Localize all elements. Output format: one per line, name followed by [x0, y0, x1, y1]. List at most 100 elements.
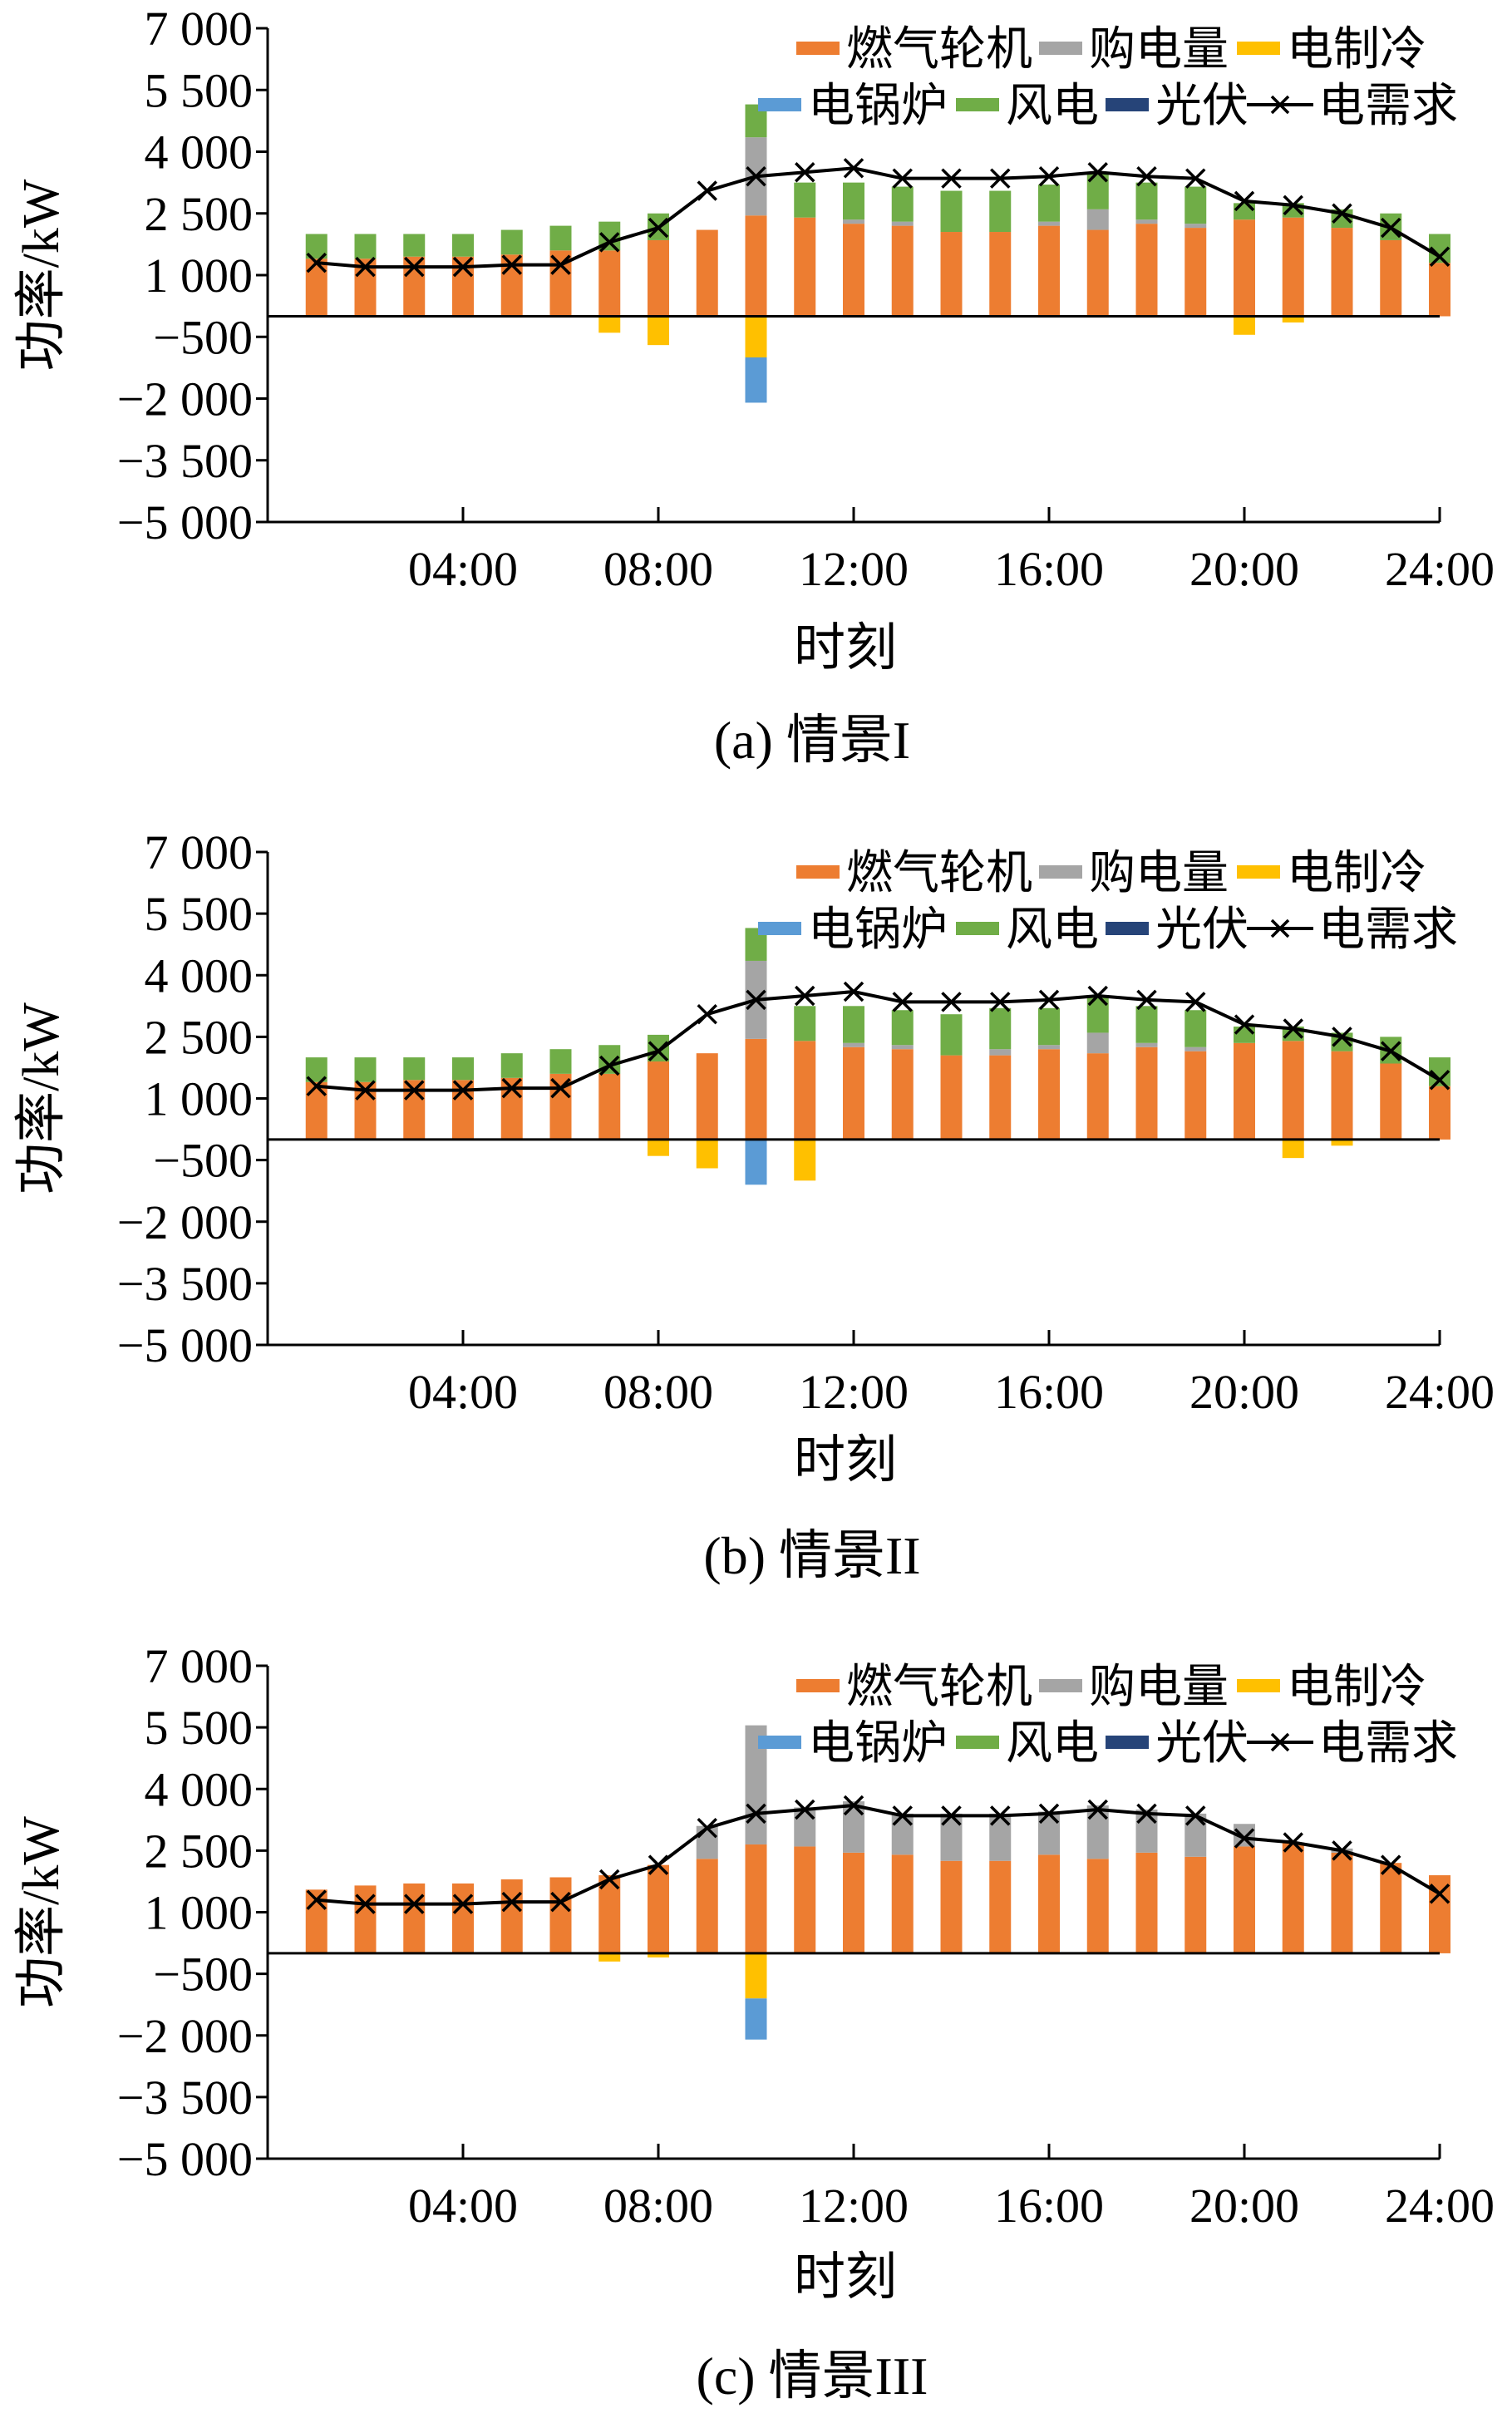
y-tick-label: −500 — [153, 1948, 253, 2002]
demand-marker-stroke — [1038, 989, 1060, 1011]
y-tick-label: −500 — [153, 310, 253, 364]
bar-gas_turbine — [1086, 1859, 1109, 1953]
demand-marker-stroke — [501, 1077, 522, 1099]
bar-wind — [1184, 1010, 1207, 1047]
y-tick-label: −500 — [153, 1134, 253, 1188]
demand-point — [404, 1080, 425, 1101]
demand-marker-stroke — [1234, 1828, 1255, 1849]
bar-gas_turbine — [598, 1073, 621, 1140]
demand-line — [316, 1803, 1441, 1906]
demand-point — [1381, 1854, 1401, 1875]
x-tick-label: 20:00 — [1189, 2179, 1299, 2233]
demand-point — [795, 162, 815, 183]
legend-label: 购电量 — [1089, 1662, 1229, 1713]
demand-marker-stroke — [648, 1854, 669, 1875]
demand-point — [648, 1854, 669, 1875]
demand-point — [1136, 989, 1157, 1011]
demand-marker-stroke — [1429, 1884, 1450, 1904]
x-tick-label: 20:00 — [1189, 542, 1299, 596]
y-tick-label: −5 000 — [117, 1318, 253, 1372]
bar-electric_chiller — [1282, 1139, 1304, 1159]
x-tick-label: 24:00 — [1385, 2179, 1495, 2233]
x-tick-label: 16:00 — [994, 542, 1104, 596]
demand-point — [1332, 1027, 1352, 1047]
bar-gas_turbine — [891, 1854, 914, 1953]
bar-grid_purchase — [989, 1813, 1012, 1861]
bar-gas_turbine — [696, 1859, 718, 1953]
bar-wind — [940, 1014, 963, 1056]
legend-item-gas_turbine: 燃气轮机 — [796, 848, 1032, 899]
demand-marker-stroke — [306, 1889, 327, 1910]
demand-marker-stroke — [941, 168, 962, 189]
bar-gas_turbine — [305, 1081, 328, 1140]
bar-grid_purchase — [696, 1825, 718, 1859]
legend-label: 电制冷 — [1287, 24, 1426, 76]
demand-point — [1381, 1041, 1401, 1061]
bar-gas_turbine — [696, 229, 718, 317]
demand-marker-stroke — [941, 992, 962, 1012]
x-tick-label: 04:00 — [408, 2179, 518, 2233]
legend-label: 光伏 — [1155, 904, 1249, 956]
y-tick-label: 7 000 — [145, 825, 254, 879]
legend-item-pv: 光伏 — [1106, 81, 1249, 132]
panel-caption: (c) 情景III — [697, 2347, 928, 2406]
bar-grid_purchase — [989, 1049, 1012, 1056]
bar-gas_turbine — [794, 1846, 816, 1953]
legend-label: 电需求 — [1318, 1718, 1458, 1770]
legend-swatch — [796, 865, 840, 879]
demand-marker-stroke — [550, 1891, 571, 1913]
demand-point — [795, 985, 815, 1007]
bar-wind — [452, 1057, 474, 1081]
x-tick-label: 24:00 — [1385, 1365, 1495, 1419]
bar-gas_turbine — [648, 1864, 669, 1953]
bar-grid_purchase — [1135, 1042, 1158, 1047]
demand-point — [1234, 1828, 1255, 1849]
legend-label: 风电 — [1006, 904, 1099, 956]
demand-point — [1234, 190, 1255, 212]
bar-grid_purchase — [1184, 224, 1207, 229]
demand-marker-stroke — [746, 1803, 766, 1825]
legend-item-demand: 电需求 — [1247, 904, 1458, 956]
demand-marker-stroke — [795, 162, 815, 183]
demand-marker-stroke — [1429, 246, 1450, 267]
demand-marker-stroke — [1185, 168, 1206, 189]
legend-item-wind: 风电 — [956, 904, 1099, 956]
demand-point — [550, 254, 571, 275]
demand-point — [306, 252, 327, 273]
y-tick-label: −2 000 — [117, 2009, 253, 2063]
y-tick-label: 5 500 — [145, 887, 254, 941]
demand-marker-stroke — [1283, 1018, 1303, 1039]
bar-electric_chiller — [598, 316, 621, 333]
demand-point — [550, 1077, 571, 1099]
bar-wind — [549, 1049, 572, 1074]
demand-marker-stroke — [1087, 1799, 1108, 1820]
bar-gas_turbine — [1038, 1049, 1060, 1140]
bar-gas_turbine — [549, 1877, 572, 1953]
demand-marker-stroke — [355, 1894, 376, 1914]
bar-gas_turbine — [1331, 1852, 1353, 1953]
demand-point — [501, 254, 522, 275]
demand-point — [1234, 1014, 1255, 1035]
legend-swatch — [1106, 922, 1149, 935]
legend-item-electric_chiller: 电制冷 — [1237, 24, 1426, 76]
legend-swatch — [1237, 42, 1280, 55]
demand-marker-stroke — [843, 981, 864, 1002]
demand-point — [990, 168, 1011, 189]
demand-point — [892, 168, 913, 189]
bar-gas_turbine — [745, 215, 767, 317]
bar-grid_purchase — [1135, 1809, 1158, 1853]
y-tick-label: 1 000 — [145, 249, 254, 303]
bar-wind — [1234, 1027, 1255, 1043]
bar-gas_turbine — [794, 1041, 816, 1140]
bar-wind — [452, 234, 474, 257]
legend-swatch — [758, 1736, 801, 1749]
demand-point — [1038, 989, 1060, 1011]
demand-point — [795, 1799, 815, 1820]
bar-electric_chiller — [598, 1953, 621, 1962]
bar-wind — [1135, 182, 1158, 220]
bar-grid_purchase — [1135, 219, 1158, 224]
x-axis-label: 时刻 — [794, 1432, 897, 1489]
